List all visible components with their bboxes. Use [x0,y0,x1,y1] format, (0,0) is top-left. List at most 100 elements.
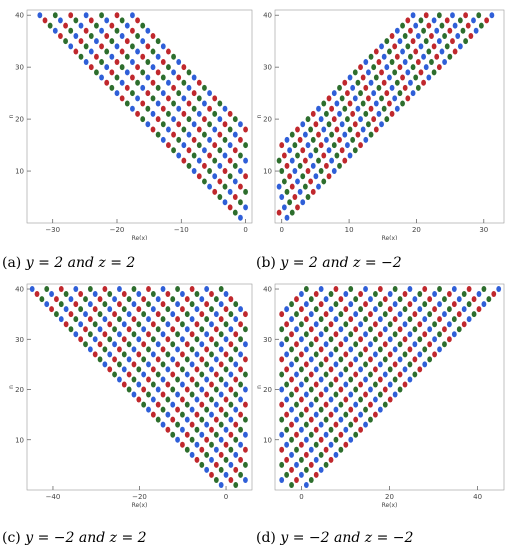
data-point [119,95,125,102]
data-point [223,366,229,373]
data-point [176,105,182,112]
data-point [397,341,403,348]
data-point [243,341,248,348]
data-point [276,157,282,164]
data-point [348,316,354,323]
data-point [223,396,229,403]
data-point [333,436,339,443]
data-point [78,22,84,29]
data-point [196,110,202,117]
data-point [456,326,462,333]
data-point [294,431,299,438]
data-point [130,105,135,112]
data-point [130,43,135,50]
data-point [310,162,316,169]
data-point [400,74,405,81]
data-point [155,311,161,318]
data-point [243,401,248,408]
data-point [422,361,428,368]
data-point [180,351,185,358]
data-point [397,38,403,45]
data-point [150,351,156,358]
data-point [199,311,205,318]
data-point [377,361,383,368]
data-point [92,321,98,328]
data-point [432,306,437,313]
data-point [303,451,309,458]
data-point [368,341,373,348]
data-point [295,126,300,133]
data-point [199,446,205,453]
data-point [199,431,205,438]
data-point [308,416,314,423]
data-point [180,426,185,433]
data-point [343,291,349,298]
data-point [353,386,359,393]
data-point [333,376,339,383]
data-point [308,311,314,318]
data-point [451,331,457,338]
data-point [338,386,344,393]
data-point [432,321,437,328]
data-point [238,396,243,403]
data-point [299,306,304,313]
data-point [146,376,151,383]
data-point [199,371,205,378]
data-point [204,286,210,293]
caption-label-a: (a) [2,255,22,271]
data-point [166,79,171,86]
data-point [308,371,314,378]
data-point [180,441,185,448]
data-point [155,386,161,393]
data-point [155,296,161,303]
data-point [189,316,195,323]
data-point [104,32,110,39]
data-point [358,64,363,71]
x-tick-label: 0 [299,493,303,501]
data-point [243,476,248,483]
data-point [392,346,398,353]
data-point [63,38,68,45]
data-point [209,351,214,358]
data-point [204,451,210,458]
data-point [358,336,364,343]
data-point [299,411,304,418]
data-point [289,301,294,308]
data-point [339,121,345,128]
data-point [233,301,239,308]
data-point [155,341,161,348]
data-point [58,316,64,323]
data-point [228,431,234,438]
data-point [310,188,316,195]
data-point [199,461,205,468]
data-point [121,321,127,328]
data-point [294,341,299,348]
data-point [68,326,74,333]
data-point [83,12,89,19]
data-point [389,84,395,91]
data-point [417,321,423,328]
data-point [321,152,327,159]
data-point [209,306,214,313]
data-point [387,291,393,298]
data-point [328,426,334,433]
x-tick-label: 0 [280,226,284,234]
data-point [368,79,374,86]
data-point [68,311,74,318]
data-point [232,147,238,154]
data-point [94,53,99,60]
data-point [321,126,327,133]
data-point [389,32,395,39]
data-point [78,336,84,343]
data-point [140,22,146,29]
data-point [150,366,156,373]
data-point [368,326,373,333]
data-point [333,406,339,413]
data-point [422,331,428,338]
scatter-plot-b: 0 10 20 30 10 20 30 40 Re(x) n [256,9,505,240]
data-point [353,416,359,423]
data-point [289,481,294,488]
data-point [402,351,408,358]
data-point [37,12,43,19]
data-point [423,12,429,19]
